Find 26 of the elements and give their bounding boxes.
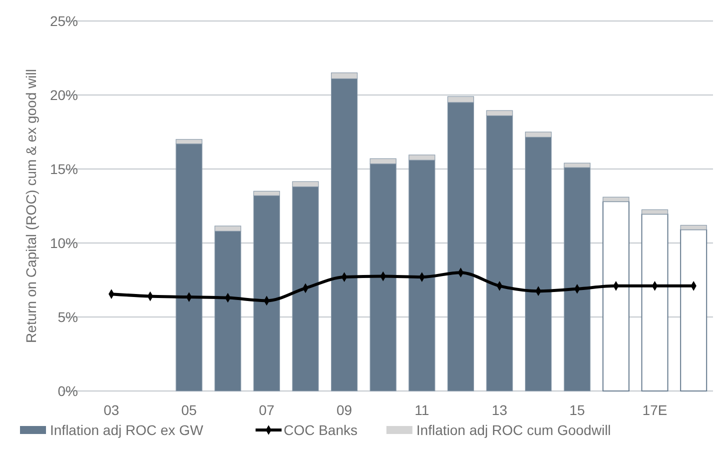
- x-tick-label: 03: [104, 402, 120, 418]
- bar: [641, 209, 668, 214]
- bar: [680, 229, 708, 392]
- legend-label: Inflation adj ROC cum Goodwill: [416, 422, 611, 438]
- y-tick-label: 20%: [50, 87, 78, 103]
- y-axis-title: Return on Capital (ROC) cum & ex good will: [23, 69, 39, 343]
- x-tick-label: 11: [414, 402, 430, 418]
- y-tick-label: 10%: [50, 235, 78, 251]
- y-tick-label: 25%: [50, 13, 78, 29]
- bar: [680, 224, 707, 230]
- x-tick-label: 05: [181, 402, 198, 418]
- bar: [641, 214, 668, 392]
- bar: [602, 201, 630, 392]
- y-tick-label: 5%: [58, 309, 78, 325]
- bar: [602, 196, 630, 202]
- bar: [564, 167, 590, 392]
- y-tick-label: 15%: [50, 161, 78, 177]
- x-tick-label: 13: [492, 402, 508, 418]
- x-tick-label: 17E: [642, 402, 668, 418]
- x-tick-label: 07: [258, 402, 275, 418]
- legend-label: Inflation adj ROC ex GW: [50, 422, 204, 438]
- legend-label: COC Banks: [284, 422, 358, 438]
- bar: [253, 195, 280, 392]
- x-tick-label: 09: [336, 402, 352, 418]
- x-tick-label: 15: [569, 402, 586, 418]
- y-tick-label: 0%: [58, 383, 78, 399]
